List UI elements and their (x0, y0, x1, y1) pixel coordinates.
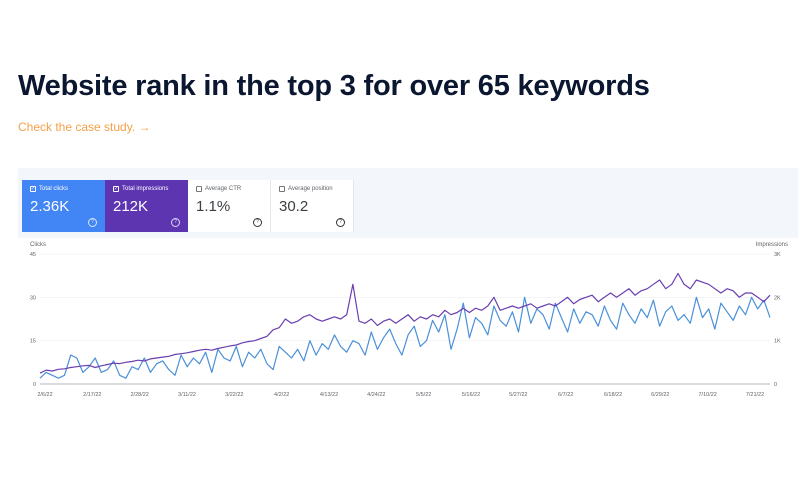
y-tick-left: 30 (30, 295, 36, 301)
y-axis-left-title: Clicks (30, 242, 46, 248)
performance-chart-area: Clicks Impressions 0 0 15 1K 30 2K 45 3K 2/6/22 2/1… (18, 238, 798, 410)
metric-value: 2.36K (30, 198, 70, 215)
metric-label: Average CTR (205, 186, 242, 192)
y-tick-right: 1K (774, 339, 781, 345)
help-icon[interactable]: ? (88, 218, 97, 227)
metric-card-average-ctr[interactable]: Average CTR 1.1% ? (188, 180, 271, 232)
y-tick-left: 45 (30, 252, 36, 258)
y-axis-right-title: Impressions (756, 242, 788, 248)
help-icon[interactable]: ? (253, 218, 262, 227)
metric-card-total-impressions[interactable]: ✓ Total impressions 212K ? (105, 180, 188, 232)
y-tick-right: 2K (774, 295, 781, 301)
metric-value: 212K (113, 198, 149, 215)
metric-label: Total clicks (39, 186, 69, 192)
help-icon[interactable]: ? (336, 218, 345, 227)
x-tick-label: 7/10/22 (698, 392, 716, 398)
performance-chart: Clicks Impressions 0 0 15 1K 30 2K 45 3K 2/6/22 2/1… (30, 242, 788, 398)
x-tick-label: 7/21/22 (746, 392, 764, 398)
case-study-link[interactable]: Check the case study. → (18, 120, 151, 134)
y-tick-left: 15 (30, 339, 36, 345)
checkbox-unchecked-icon[interactable] (196, 186, 202, 192)
x-tick-label: 5/16/22 (462, 392, 480, 398)
y-tick-right: 3K (774, 252, 781, 258)
x-tick-label: 2/17/22 (83, 392, 101, 398)
metric-value: 1.1% (196, 198, 231, 215)
x-tick-label: 6/18/22 (604, 392, 622, 398)
x-tick-label: 2/6/22 (37, 392, 52, 398)
x-tick-label: 3/22/22 (225, 392, 243, 398)
x-tick-label: 4/2/22 (274, 392, 289, 398)
x-tick-label: 6/7/22 (558, 392, 573, 398)
x-tick-label: 4/13/22 (320, 392, 338, 398)
search-console-panel: ✓ Total clicks 2.36K ? ✓ Total impressions… (18, 168, 798, 410)
checkbox-unchecked-icon[interactable] (279, 186, 285, 192)
x-tick-label: 5/5/22 (416, 392, 431, 398)
metric-card-average-position[interactable]: Average position 30.2 ? (271, 180, 354, 232)
x-tick-label: 2/28/22 (130, 392, 148, 398)
help-icon[interactable]: ? (171, 218, 180, 227)
y-tick-right: 0 (774, 382, 777, 388)
series-line-total-clicks (39, 296, 771, 379)
x-tick-label: 4/24/22 (367, 392, 385, 398)
x-tick-label: 6/29/22 (651, 392, 669, 398)
x-tick-label: 3/11/22 (178, 392, 196, 398)
y-tick-left: 0 (33, 382, 36, 388)
checkbox-checked-icon[interactable]: ✓ (30, 185, 36, 192)
x-tick-label: 5/27/22 (509, 392, 527, 398)
metric-card-total-clicks[interactable]: ✓ Total clicks 2.36K ? (22, 180, 105, 232)
page-title: Website rank in the top 3 for over 65 ke… (18, 70, 650, 102)
series-line-total-impressions (39, 272, 771, 374)
metric-cards: ✓ Total clicks 2.36K ? ✓ Total impressions… (22, 180, 354, 232)
metric-value: 30.2 (279, 198, 309, 215)
metric-label: Average position (288, 186, 333, 192)
checkbox-checked-icon[interactable]: ✓ (113, 185, 119, 192)
metric-label: Total impressions (122, 186, 169, 192)
